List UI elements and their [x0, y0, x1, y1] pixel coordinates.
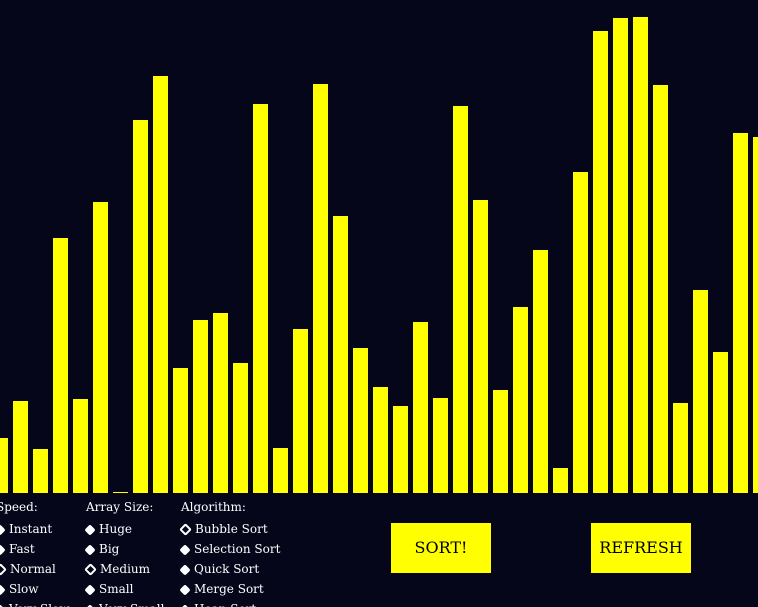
- array-bar: [153, 76, 168, 493]
- radio-icon[interactable]: [84, 524, 96, 536]
- algorithm-option[interactable]: Heap Sort: [179, 601, 280, 607]
- speed-option[interactable]: Fast: [0, 541, 70, 561]
- array-bar: [673, 403, 688, 493]
- radio-icon[interactable]: [84, 584, 96, 596]
- array-bar: [293, 329, 308, 493]
- radio-icon[interactable]: [0, 584, 6, 596]
- option-label: Bubble Sort: [195, 522, 268, 536]
- array-bar: [733, 133, 748, 493]
- array-bar: [393, 406, 408, 493]
- array-size-title: Array Size:: [86, 500, 154, 514]
- controls-panel: Speed: Instant Fast Normal Slow Very Slow Ar…: [0, 500, 758, 607]
- array-bar: [333, 216, 348, 493]
- speed-title: Speed:: [0, 500, 38, 514]
- array-bar: [73, 399, 88, 493]
- array-bar: [513, 307, 528, 493]
- array-bar: [413, 322, 428, 493]
- option-label: Medium: [100, 562, 151, 576]
- array-bar: [13, 401, 28, 493]
- array-bar: [173, 368, 188, 493]
- option-label: Huge: [99, 522, 132, 536]
- array-size-option[interactable]: Small: [84, 581, 164, 601]
- algorithm-option[interactable]: Quick Sort: [179, 561, 280, 581]
- array-bar: [253, 104, 268, 493]
- radio-icon[interactable]: [179, 564, 191, 576]
- option-label: Selection Sort: [194, 542, 281, 556]
- speed-option[interactable]: Very Slow: [0, 601, 70, 607]
- radio-icon[interactable]: [0, 524, 6, 536]
- array-size-option[interactable]: Big: [84, 541, 164, 561]
- algorithm-group: Algorithm: Bubble Sort Selection Sort Quic…: [179, 500, 281, 607]
- array-size-option[interactable]: Medium: [84, 561, 164, 581]
- array-size-option[interactable]: Very Small: [84, 601, 164, 607]
- algorithm-option[interactable]: Merge Sort: [179, 581, 280, 601]
- speed-option[interactable]: Normal: [0, 561, 70, 581]
- array-bar: [453, 106, 468, 493]
- bar-chart-area: [0, 17, 758, 493]
- option-label: Instant: [9, 522, 53, 536]
- array-bar: [373, 387, 388, 493]
- array-size-group: Array Size: Huge Big Medium Small Very Small: [84, 500, 164, 607]
- array-bar: [693, 290, 708, 493]
- array-bar: [653, 85, 668, 493]
- algorithm-title: Algorithm:: [181, 500, 246, 514]
- array-bar: [93, 202, 108, 493]
- array-bar: [313, 84, 328, 493]
- array-bar: [213, 313, 228, 493]
- option-label: Very Small: [99, 602, 164, 607]
- speed-group: Speed: Instant Fast Normal Slow Very Slow: [0, 500, 70, 607]
- option-label: Merge Sort: [194, 582, 264, 596]
- array-bar: [493, 390, 508, 493]
- radio-icon[interactable]: [179, 584, 191, 596]
- array-bar: [533, 250, 548, 493]
- radio-icon[interactable]: [179, 544, 191, 556]
- option-label: Small: [99, 582, 134, 596]
- option-label: Big: [99, 542, 120, 556]
- array-bar: [133, 120, 148, 493]
- speed-option[interactable]: Instant: [0, 521, 70, 541]
- option-label: Slow: [9, 582, 39, 596]
- array-bar: [613, 18, 628, 493]
- radio-icon[interactable]: [84, 544, 96, 556]
- array-bar: [0, 438, 8, 493]
- array-bar: [593, 31, 608, 493]
- radio-icon[interactable]: [179, 523, 192, 536]
- array-bar: [33, 449, 48, 493]
- array-bar: [233, 363, 248, 493]
- array-bar: [553, 468, 568, 493]
- radio-icon[interactable]: [84, 563, 97, 576]
- radio-icon[interactable]: [0, 563, 7, 576]
- sort-button[interactable]: SORT!: [391, 523, 491, 573]
- array-size-option[interactable]: Huge: [84, 521, 164, 541]
- array-bar: [713, 352, 728, 493]
- array-bar: [473, 200, 488, 493]
- array-bar: [53, 238, 68, 493]
- array-bar: [633, 17, 648, 493]
- array-bar: [193, 320, 208, 493]
- option-label: Quick Sort: [194, 562, 260, 576]
- algorithm-option[interactable]: Bubble Sort: [179, 521, 280, 541]
- option-label: Heap Sort: [194, 602, 256, 607]
- array-bar: [573, 172, 588, 493]
- array-bar: [353, 348, 368, 493]
- array-bar: [113, 492, 128, 493]
- option-label: Normal: [10, 562, 56, 576]
- option-label: Fast: [9, 542, 35, 556]
- option-label: Very Slow: [9, 602, 70, 607]
- radio-icon[interactable]: [0, 544, 6, 556]
- refresh-button[interactable]: REFRESH: [591, 523, 691, 573]
- array-bar: [273, 448, 288, 493]
- array-bar: [433, 398, 448, 493]
- speed-option[interactable]: Slow: [0, 581, 70, 601]
- algorithm-option[interactable]: Selection Sort: [179, 541, 281, 561]
- array-bar: [753, 137, 758, 493]
